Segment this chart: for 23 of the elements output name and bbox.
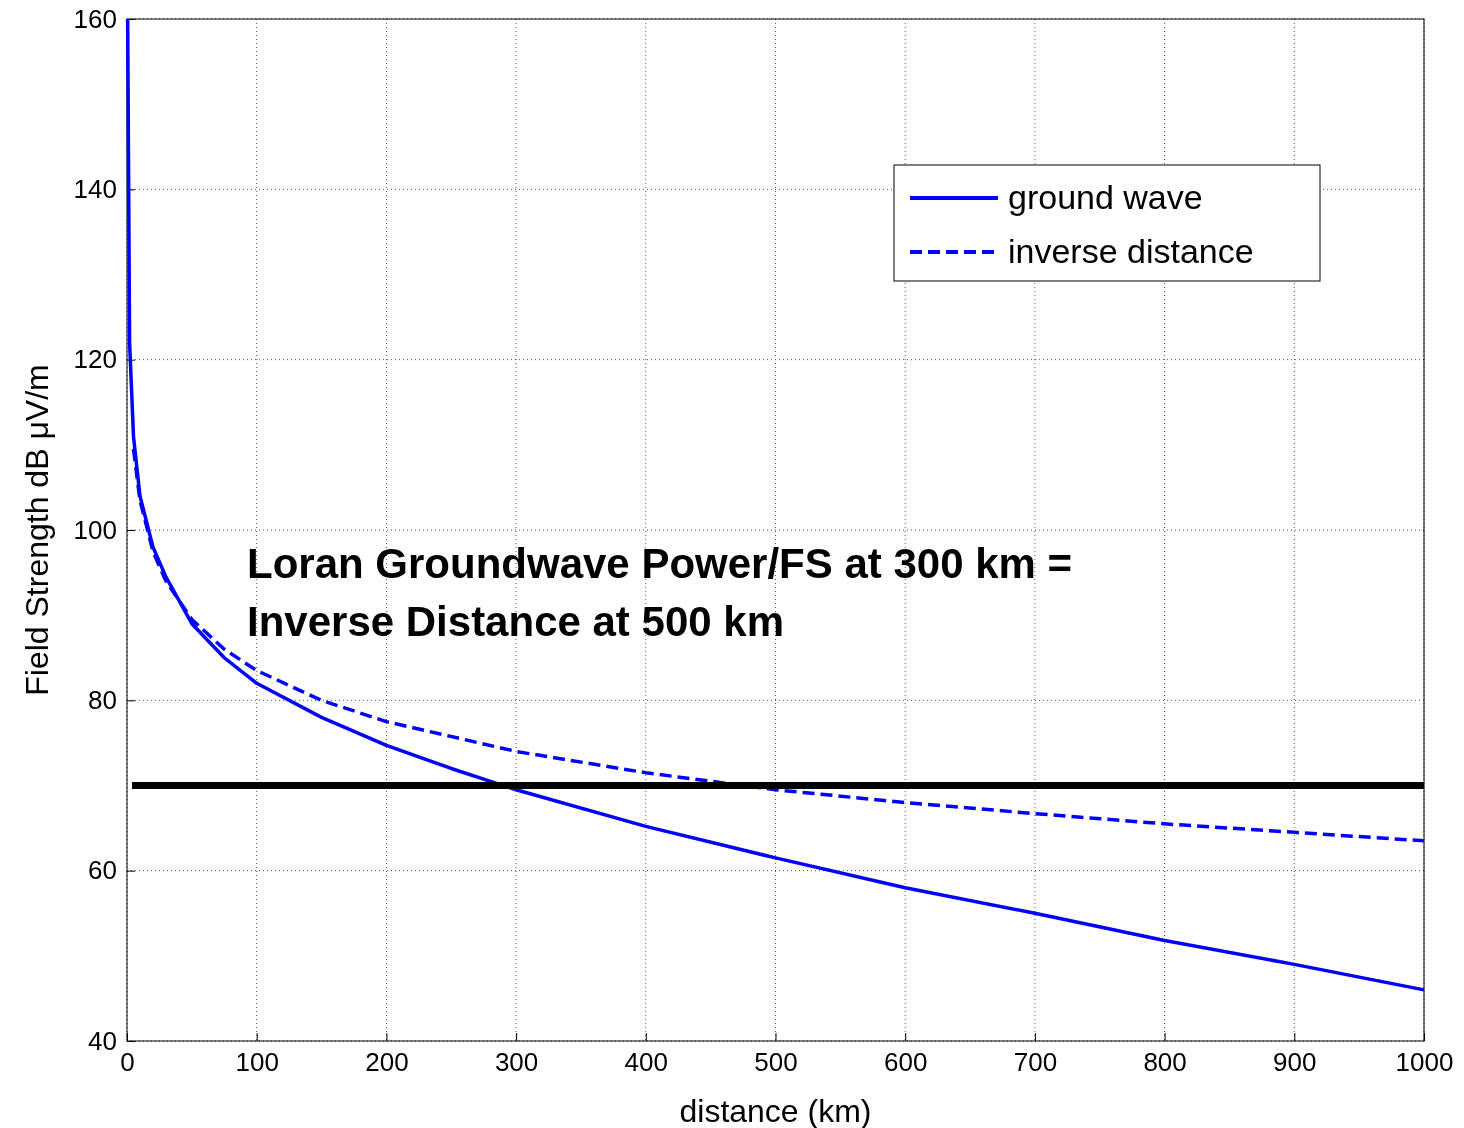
x-tick-label: 900 xyxy=(1273,1047,1317,1078)
y-tick-label: 140 xyxy=(73,174,117,205)
y-tick-label: 120 xyxy=(73,344,117,375)
legend-label: inverse distance xyxy=(1008,232,1254,270)
y-tick-label: 80 xyxy=(88,685,117,716)
y-tick-label: 160 xyxy=(73,3,117,34)
x-tick-label: 400 xyxy=(624,1047,668,1078)
x-axis-title: distance (km) xyxy=(679,1093,872,1128)
x-tick-label: 800 xyxy=(1143,1047,1187,1078)
x-tick-label: 700 xyxy=(1013,1047,1058,1078)
x-tick-label: 0 xyxy=(120,1047,135,1078)
y-tick-label: 60 xyxy=(88,855,117,886)
x-tick-label: 500 xyxy=(754,1047,798,1078)
x-tick-label: 600 xyxy=(884,1047,928,1078)
x-tick-label: 1000 xyxy=(1395,1047,1454,1078)
y-tick-label: 100 xyxy=(73,514,117,545)
legend-label: ground wave xyxy=(1008,178,1203,216)
annotation: Loran Groundwave Power/FS at 300 km = Inverse Distance at 500 km xyxy=(247,540,1073,645)
y-tick-label: 40 xyxy=(88,1025,117,1056)
x-tick-label: 300 xyxy=(494,1047,539,1078)
x-tick-label: 200 xyxy=(365,1047,409,1078)
x-tick-label: 100 xyxy=(235,1047,279,1078)
y-axis-title: Field Strength dB μV/m xyxy=(19,364,55,696)
